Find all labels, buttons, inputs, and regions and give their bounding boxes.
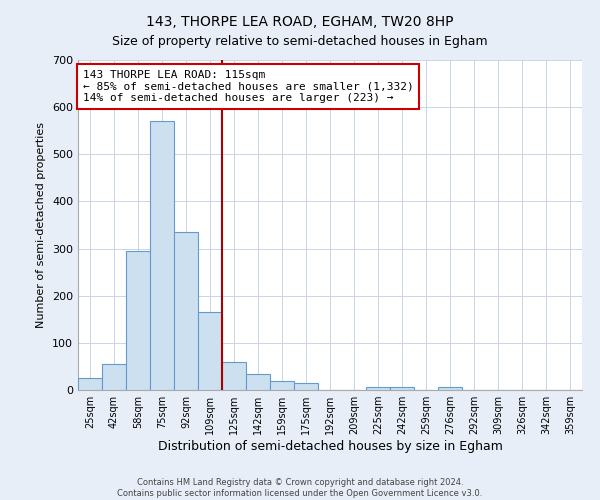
- Bar: [198, 312, 222, 390]
- Bar: [222, 362, 246, 390]
- Y-axis label: Number of semi-detached properties: Number of semi-detached properties: [37, 122, 46, 328]
- Bar: [174, 232, 198, 390]
- Text: Contains HM Land Registry data © Crown copyright and database right 2024.
Contai: Contains HM Land Registry data © Crown c…: [118, 478, 482, 498]
- Bar: [366, 386, 390, 390]
- Bar: [102, 364, 126, 390]
- Bar: [270, 380, 294, 390]
- Text: Size of property relative to semi-detached houses in Egham: Size of property relative to semi-detach…: [112, 35, 488, 48]
- X-axis label: Distribution of semi-detached houses by size in Egham: Distribution of semi-detached houses by …: [158, 440, 502, 453]
- Bar: [294, 384, 318, 390]
- Text: 143, THORPE LEA ROAD, EGHAM, TW20 8HP: 143, THORPE LEA ROAD, EGHAM, TW20 8HP: [146, 15, 454, 29]
- Bar: [390, 386, 414, 390]
- Bar: [78, 378, 102, 390]
- Text: 143 THORPE LEA ROAD: 115sqm
← 85% of semi-detached houses are smaller (1,332)
14: 143 THORPE LEA ROAD: 115sqm ← 85% of sem…: [83, 70, 414, 103]
- Bar: [150, 122, 174, 390]
- Bar: [126, 251, 150, 390]
- Bar: [246, 374, 270, 390]
- Bar: [438, 386, 462, 390]
